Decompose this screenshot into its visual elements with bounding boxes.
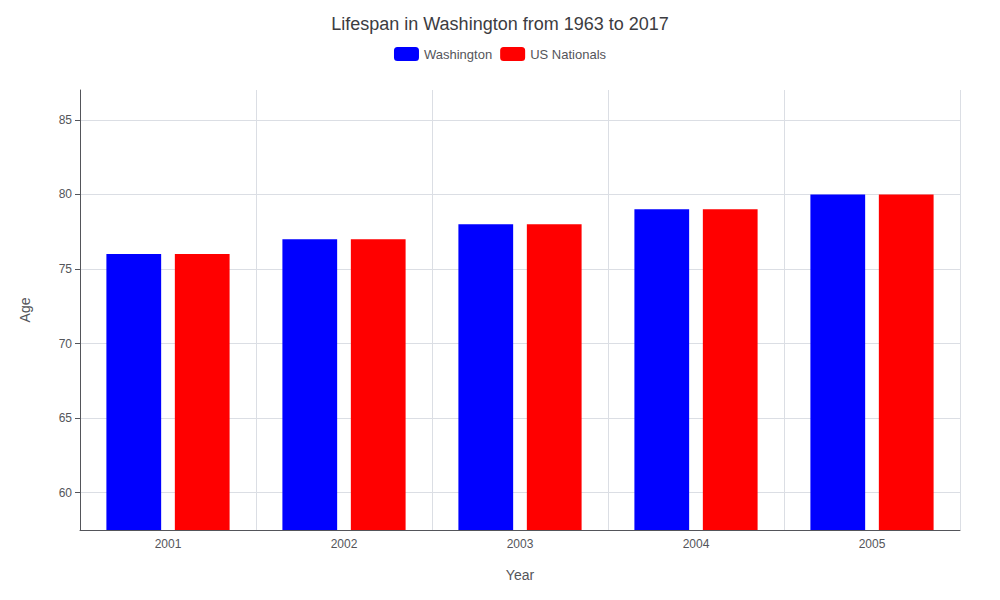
svg-text:2004: 2004 [683, 537, 710, 551]
svg-text:2002: 2002 [331, 537, 358, 551]
svg-text:Lifespan in Washington from 19: Lifespan in Washington from 1963 to 2017 [331, 14, 669, 34]
svg-text:Year: Year [506, 567, 535, 583]
svg-text:2005: 2005 [859, 537, 886, 551]
svg-text:60: 60 [59, 486, 73, 500]
svg-text:2003: 2003 [507, 537, 534, 551]
svg-text:2001: 2001 [155, 537, 182, 551]
svg-text:65: 65 [59, 411, 73, 425]
svg-text:Washington: Washington [424, 47, 492, 62]
svg-text:85: 85 [59, 113, 73, 127]
svg-text:80: 80 [59, 187, 73, 201]
svg-text:75: 75 [59, 262, 73, 276]
svg-text:70: 70 [59, 337, 73, 351]
svg-text:US Nationals: US Nationals [530, 47, 606, 62]
svg-text:Age: Age [17, 297, 33, 322]
